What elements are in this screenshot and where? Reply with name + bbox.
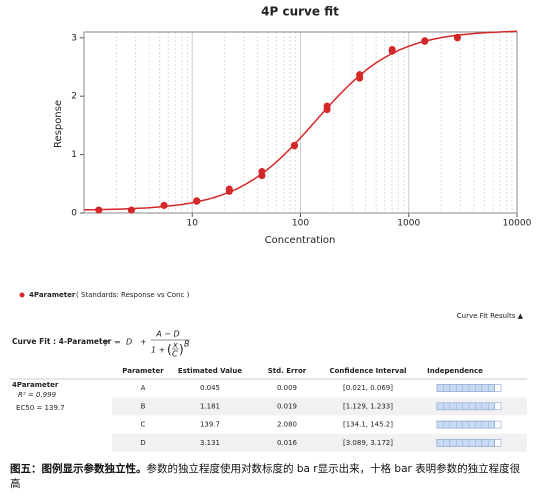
table-header: Independence <box>427 367 483 375</box>
x-tick-label: 1000 <box>397 219 420 229</box>
formula-c: C <box>172 350 178 359</box>
std-error: 0.019 <box>277 402 297 410</box>
r-squared: R² = 0.999 <box>18 391 57 399</box>
legend-marker <box>19 292 25 298</box>
chart-title: 4P curve fit <box>261 5 339 19</box>
data-point <box>388 46 396 54</box>
std-error: 0.016 <box>277 439 298 447</box>
formula-x: x <box>172 341 178 350</box>
y-tick-label: 1 <box>71 150 77 160</box>
std-error: 2.080 <box>277 421 297 429</box>
table-header: Confidence Interval <box>329 367 406 375</box>
interval: [1.129, 1.233] <box>343 402 393 410</box>
data-point <box>323 102 331 110</box>
interval: [3.089, 3.172] <box>343 439 393 447</box>
formula-den: 1 + <box>151 346 165 355</box>
legend-note: ( Standards: Response vs Conc ) <box>76 291 190 299</box>
formula-plus: + <box>140 338 147 347</box>
results-toggle[interactable]: Curve Fit Results ▲ <box>457 312 524 320</box>
caption-text: 参数的独立程度使用对数标度的 ba r显示出来，十格 bar 表明参数的独立程度… <box>10 463 521 490</box>
parameter: B <box>141 402 146 410</box>
ec50: EC50 = 139.7 <box>16 404 65 412</box>
data-point <box>95 206 103 214</box>
model-name: 4Parameter <box>12 381 59 389</box>
row-shade <box>112 433 527 452</box>
data-point <box>453 33 461 41</box>
data-point <box>127 206 135 214</box>
data-point <box>258 168 266 176</box>
data-point <box>193 197 201 205</box>
legend-label: 4Parameter <box>29 291 76 299</box>
x-tick-label: 100 <box>292 219 309 229</box>
table-header: Estimated Value <box>178 367 242 375</box>
parameter: A <box>141 384 146 392</box>
interval: [0.021, 0.069] <box>343 384 393 392</box>
independence-bar <box>436 420 495 429</box>
x-axis-label: Concentration <box>265 235 336 246</box>
estimate: 0.045 <box>200 384 220 392</box>
chart: 4P curve fit Concentration Response 10 10… <box>10 5 532 452</box>
interval: [134.1, 145.2] <box>343 421 393 429</box>
y-tick-label: 0 <box>71 209 77 219</box>
plot-frame <box>83 31 518 214</box>
table-header: Parameter <box>122 367 164 375</box>
table-header: Std. Error <box>268 367 307 375</box>
row-shade <box>112 397 527 416</box>
formula-eq: = <box>114 338 121 347</box>
formula-num: A − D <box>155 330 179 339</box>
paren-r: ) <box>179 343 184 357</box>
formula-y: y <box>103 338 109 347</box>
paren-l: ( <box>167 343 172 357</box>
data-point <box>160 201 168 209</box>
y-tick-label: 2 <box>71 92 77 102</box>
data-point <box>290 141 298 149</box>
data-point <box>356 71 364 79</box>
fit-label: Curve Fit : 4-Parameter <box>12 337 112 346</box>
estimate: 139.7 <box>200 421 220 429</box>
independence-bar <box>436 384 495 392</box>
estimate: 3.131 <box>200 439 220 447</box>
estimate: 1.181 <box>200 402 220 410</box>
independence-bar <box>436 402 495 411</box>
parameter: C <box>141 421 146 429</box>
y-axis-label: Response <box>53 100 64 148</box>
caption: 图五：图例显示参数独立性。参数的独立程度使用对数标度的 ba r显示出来，十格 … <box>10 462 528 492</box>
data-point <box>225 185 233 193</box>
std-error: 0.009 <box>277 384 297 392</box>
formula-d: D <box>126 338 132 347</box>
y-tick-label: 3 <box>71 33 77 43</box>
fit-curve <box>84 30 518 211</box>
formula-exp: B <box>184 340 190 349</box>
data-point <box>421 37 429 45</box>
caption-bold: 图五：图例显示参数独立性。 <box>10 463 147 475</box>
parameter: D <box>140 439 145 447</box>
independence-bar <box>436 439 495 447</box>
x-tick-label: 10 <box>187 219 199 229</box>
x-tick-label: 10000 <box>503 219 532 229</box>
